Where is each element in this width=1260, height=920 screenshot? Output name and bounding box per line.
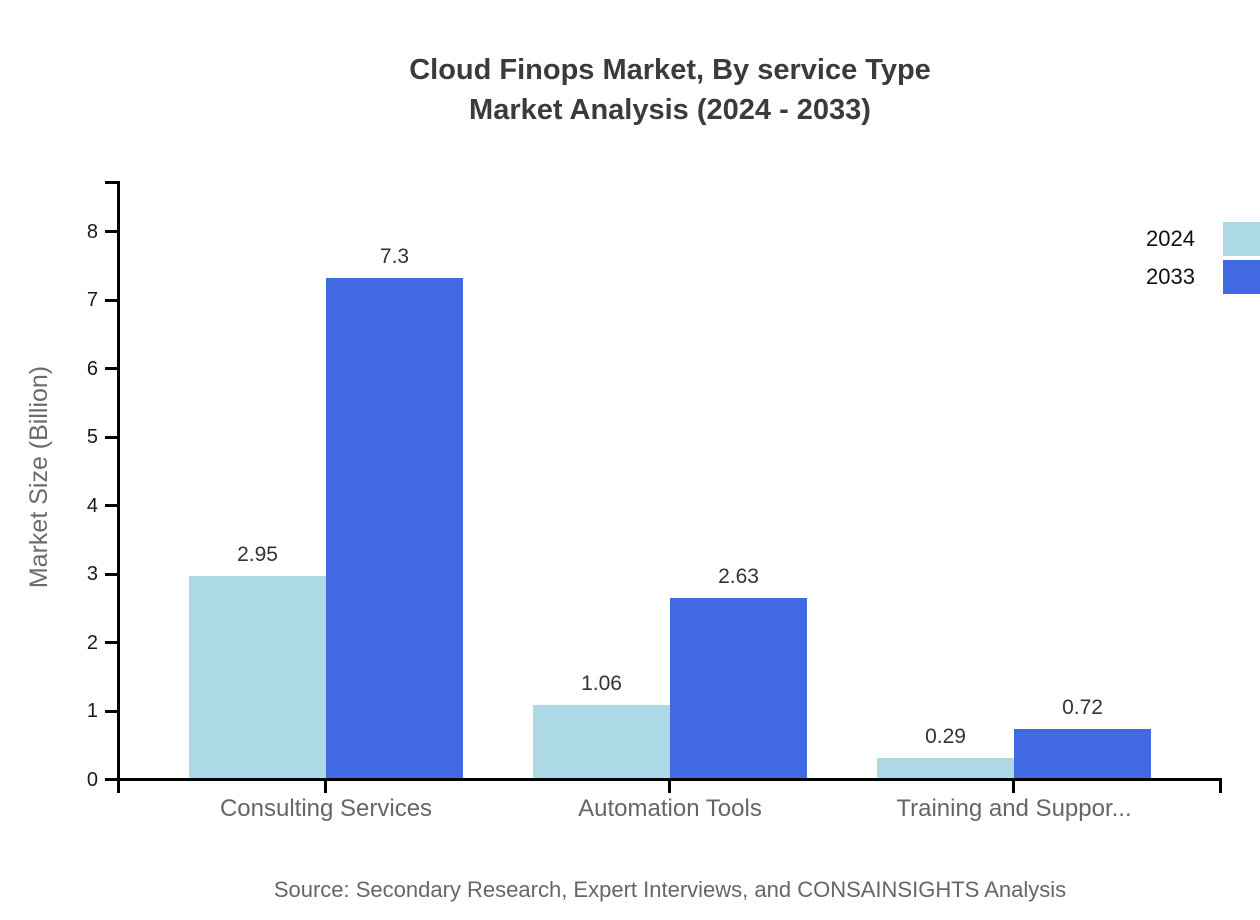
x-tick [1012,781,1015,793]
bar-value-label: 0.72 [1062,696,1103,719]
x-tick [668,781,671,793]
bar-2033-3 [1014,729,1151,778]
y-tick [105,436,120,439]
y-tick [105,710,120,713]
source-note: Source: Secondary Research, Expert Inter… [273,877,1067,902]
y-tick-label: 6 [86,358,98,380]
bar-value-label: 7.3 [379,245,410,268]
chart-title: Cloud Finops Market, By service Type Mar… [120,50,1220,130]
chart-title-line2: Market Analysis (2024 - 2033) [469,94,871,126]
x-category-label: Automation Tools [578,795,762,822]
x-category-label: Training and Suppor... [896,795,1132,822]
y-tick [105,573,120,576]
y-tick-label: 8 [86,221,98,243]
y-tick-label: 5 [86,426,98,448]
legend-swatch-2024 [1223,222,1260,256]
bar-2024-2 [533,705,670,778]
y-tick [105,367,120,370]
y-tick-label: 0 [86,769,98,791]
bar-value-label: 0.29 [925,725,966,748]
bar-value-label: 1.06 [581,672,622,695]
y-tick [105,778,120,781]
bar-2024-3 [877,758,1014,778]
y-tick [105,299,120,302]
x-axis-right-cap [1219,778,1222,793]
y-tick-label: 3 [86,563,98,585]
bar-2033-1 [326,278,463,778]
legend-swatch-2033 [1223,260,1260,294]
chart-title-line1: Cloud Finops Market, By service Type [409,54,931,86]
y-tick [105,504,120,507]
y-tick-label: 7 [86,289,98,311]
y-tick-label: 1 [86,700,98,722]
legend-label-2024: 2024 [1146,226,1195,251]
y-tick-label: 4 [86,495,98,517]
legend-label-2033: 2033 [1146,264,1195,289]
y-axis-line [117,181,120,793]
x-axis-line [117,778,1222,781]
y-tick [105,641,120,644]
bar-value-label: 2.63 [718,565,759,588]
bar-2033-2 [670,598,807,778]
bar-2024-1 [189,576,326,778]
y-tick-label: 2 [86,632,98,654]
legend-item-2024: 2024 [1146,220,1260,258]
legend-item-2033: 2033 [1146,258,1260,296]
legend: 2024 2033 [1146,220,1260,296]
bar-value-label: 2.95 [237,543,278,566]
y-axis-top-cap [105,181,120,184]
x-category-label: Consulting Services [219,795,433,822]
y-tick [105,230,120,233]
x-tick [324,781,327,793]
